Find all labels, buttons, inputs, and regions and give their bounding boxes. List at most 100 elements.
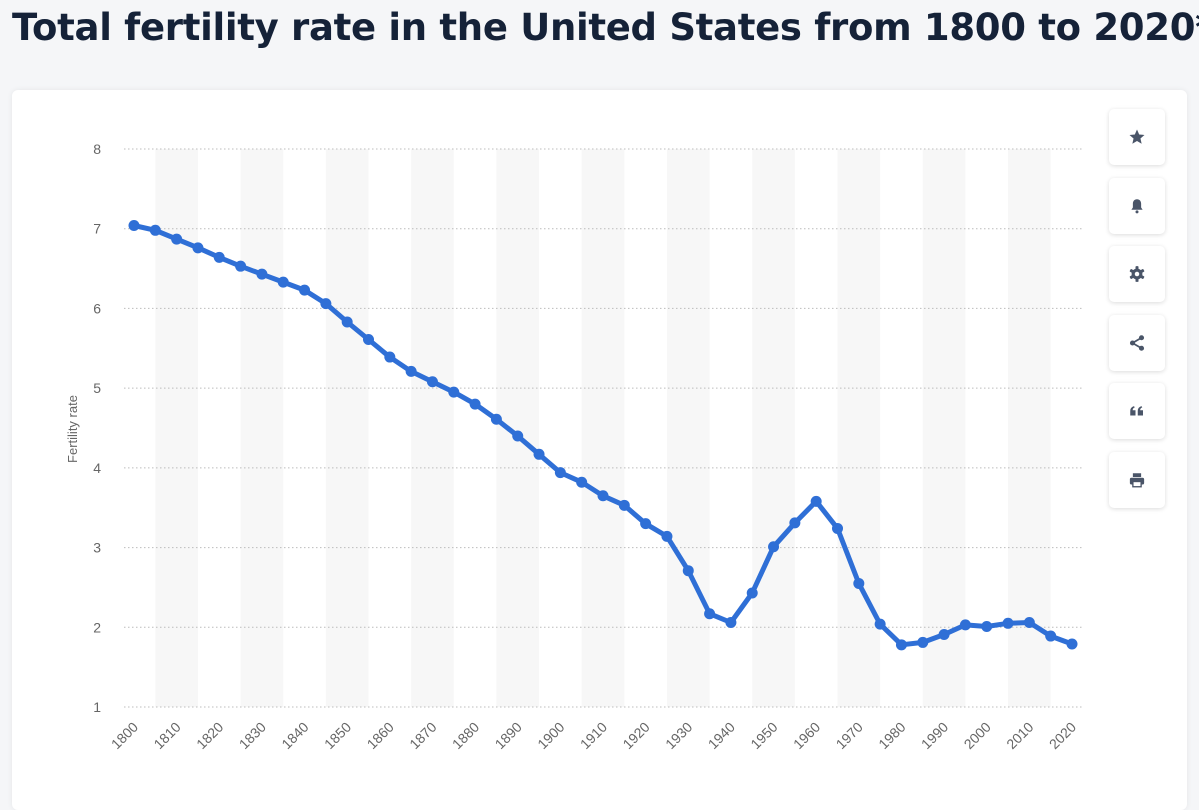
data-point[interactable]	[938, 628, 950, 640]
bell-icon	[1131, 198, 1143, 213]
background-band	[752, 149, 795, 707]
y-tick-label: 7	[93, 221, 101, 237]
data-point[interactable]	[618, 499, 630, 511]
data-point[interactable]	[725, 617, 737, 629]
share-button[interactable]	[1109, 314, 1165, 371]
line-chart: 1 2 3 4 5 6 7 8 1800 1810 1820 1830 1840 1850 1860 187…	[65, 141, 1083, 752]
gear-icon	[1129, 266, 1145, 282]
data-point[interactable]	[1045, 630, 1057, 642]
data-point[interactable]	[959, 619, 971, 631]
x-tick-label: 1900	[534, 719, 567, 752]
x-tick-label: 2020	[1046, 719, 1079, 752]
data-point[interactable]	[1002, 617, 1014, 629]
background-band	[411, 149, 454, 707]
data-point[interactable]	[469, 398, 481, 410]
data-point[interactable]	[299, 284, 311, 296]
data-point[interactable]	[213, 251, 225, 263]
background-band	[496, 149, 540, 707]
data-point[interactable]	[512, 430, 524, 442]
data-point[interactable]	[895, 639, 907, 651]
data-point[interactable]	[789, 517, 801, 529]
data-point[interactable]	[235, 260, 247, 272]
x-tick-label: 1840	[278, 719, 311, 752]
share-icon	[1129, 334, 1145, 351]
notification-button[interactable]	[1109, 177, 1165, 234]
data-point[interactable]	[576, 476, 588, 488]
data-point[interactable]	[341, 316, 353, 328]
background-band	[325, 149, 369, 707]
data-point[interactable]	[277, 276, 289, 288]
page-title: Total fertility rate in the United State…	[12, 6, 1199, 49]
x-tick-label: 1940	[705, 719, 738, 752]
y-tick-label: 4	[93, 460, 101, 476]
y-tick-label: 2	[93, 619, 101, 635]
data-point[interactable]	[320, 298, 332, 310]
x-tick-label: 1880	[449, 719, 482, 752]
favorite-button[interactable]	[1109, 109, 1165, 165]
background-band	[1008, 149, 1051, 707]
data-point[interactable]	[128, 220, 140, 232]
data-point[interactable]	[874, 618, 886, 630]
data-point[interactable]	[171, 233, 183, 245]
star-icon	[1129, 129, 1145, 144]
x-tick-label: 1930	[662, 719, 695, 752]
x-tick-label: 1830	[236, 719, 269, 752]
x-tick-label: 1980	[875, 719, 908, 752]
y-axis-label: Fertility rate	[65, 395, 80, 463]
x-tick-label: 1820	[193, 719, 226, 752]
cite-button[interactable]	[1109, 383, 1165, 439]
x-tick-label: 1950	[747, 719, 780, 752]
data-point[interactable]	[363, 334, 374, 346]
y-tick-label: 1	[93, 699, 101, 715]
data-point[interactable]	[192, 242, 204, 254]
x-tick-label: 1920	[619, 719, 652, 752]
data-point[interactable]	[832, 522, 843, 534]
data-point[interactable]	[1023, 617, 1035, 629]
data-point[interactable]	[640, 518, 652, 530]
background-band	[837, 149, 881, 707]
data-point[interactable]	[661, 530, 673, 542]
data-point[interactable]	[448, 386, 460, 398]
data-point[interactable]	[256, 268, 268, 280]
background-band	[666, 149, 710, 707]
data-point[interactable]	[426, 376, 438, 388]
x-tick-label: 1970	[833, 719, 866, 752]
x-tick-label: 2000	[961, 719, 994, 752]
data-point[interactable]	[554, 467, 566, 479]
x-tick-label: 1890	[492, 719, 525, 752]
data-point[interactable]	[597, 490, 609, 502]
data-point[interactable]	[746, 587, 758, 599]
x-tick-label: 1800	[108, 719, 141, 752]
settings-button[interactable]	[1109, 246, 1165, 302]
print-button[interactable]	[1109, 451, 1165, 508]
data-point[interactable]	[853, 577, 865, 589]
x-tick-label: 1990	[918, 719, 951, 752]
x-tick-label: 1850	[321, 719, 354, 752]
printer-icon	[1129, 472, 1145, 487]
background-band	[922, 149, 966, 707]
chart-toolbar	[1109, 109, 1165, 520]
x-tick-label: 1860	[364, 719, 397, 752]
data-point[interactable]	[768, 541, 780, 553]
x-tick-label: 1910	[577, 719, 610, 752]
y-tick-label: 8	[93, 141, 101, 157]
background-band	[581, 149, 625, 707]
data-point[interactable]	[405, 365, 417, 377]
data-point[interactable]	[981, 620, 993, 632]
x-tick-label: 1870	[406, 719, 439, 752]
x-tick-label: 1810	[150, 719, 183, 752]
data-point[interactable]	[917, 636, 929, 648]
data-point[interactable]	[384, 351, 396, 363]
data-point[interactable]	[149, 224, 161, 236]
y-tick-label: 5	[93, 380, 101, 396]
y-tick-label: 6	[93, 300, 101, 316]
quote-icon	[1130, 406, 1143, 416]
data-point[interactable]	[810, 495, 822, 507]
y-tick-label: 3	[93, 540, 101, 556]
data-point[interactable]	[533, 448, 545, 460]
background-band	[240, 149, 284, 707]
data-point[interactable]	[704, 608, 716, 620]
data-point[interactable]	[490, 413, 502, 425]
data-point[interactable]	[682, 565, 694, 577]
data-point[interactable]	[1066, 638, 1078, 650]
